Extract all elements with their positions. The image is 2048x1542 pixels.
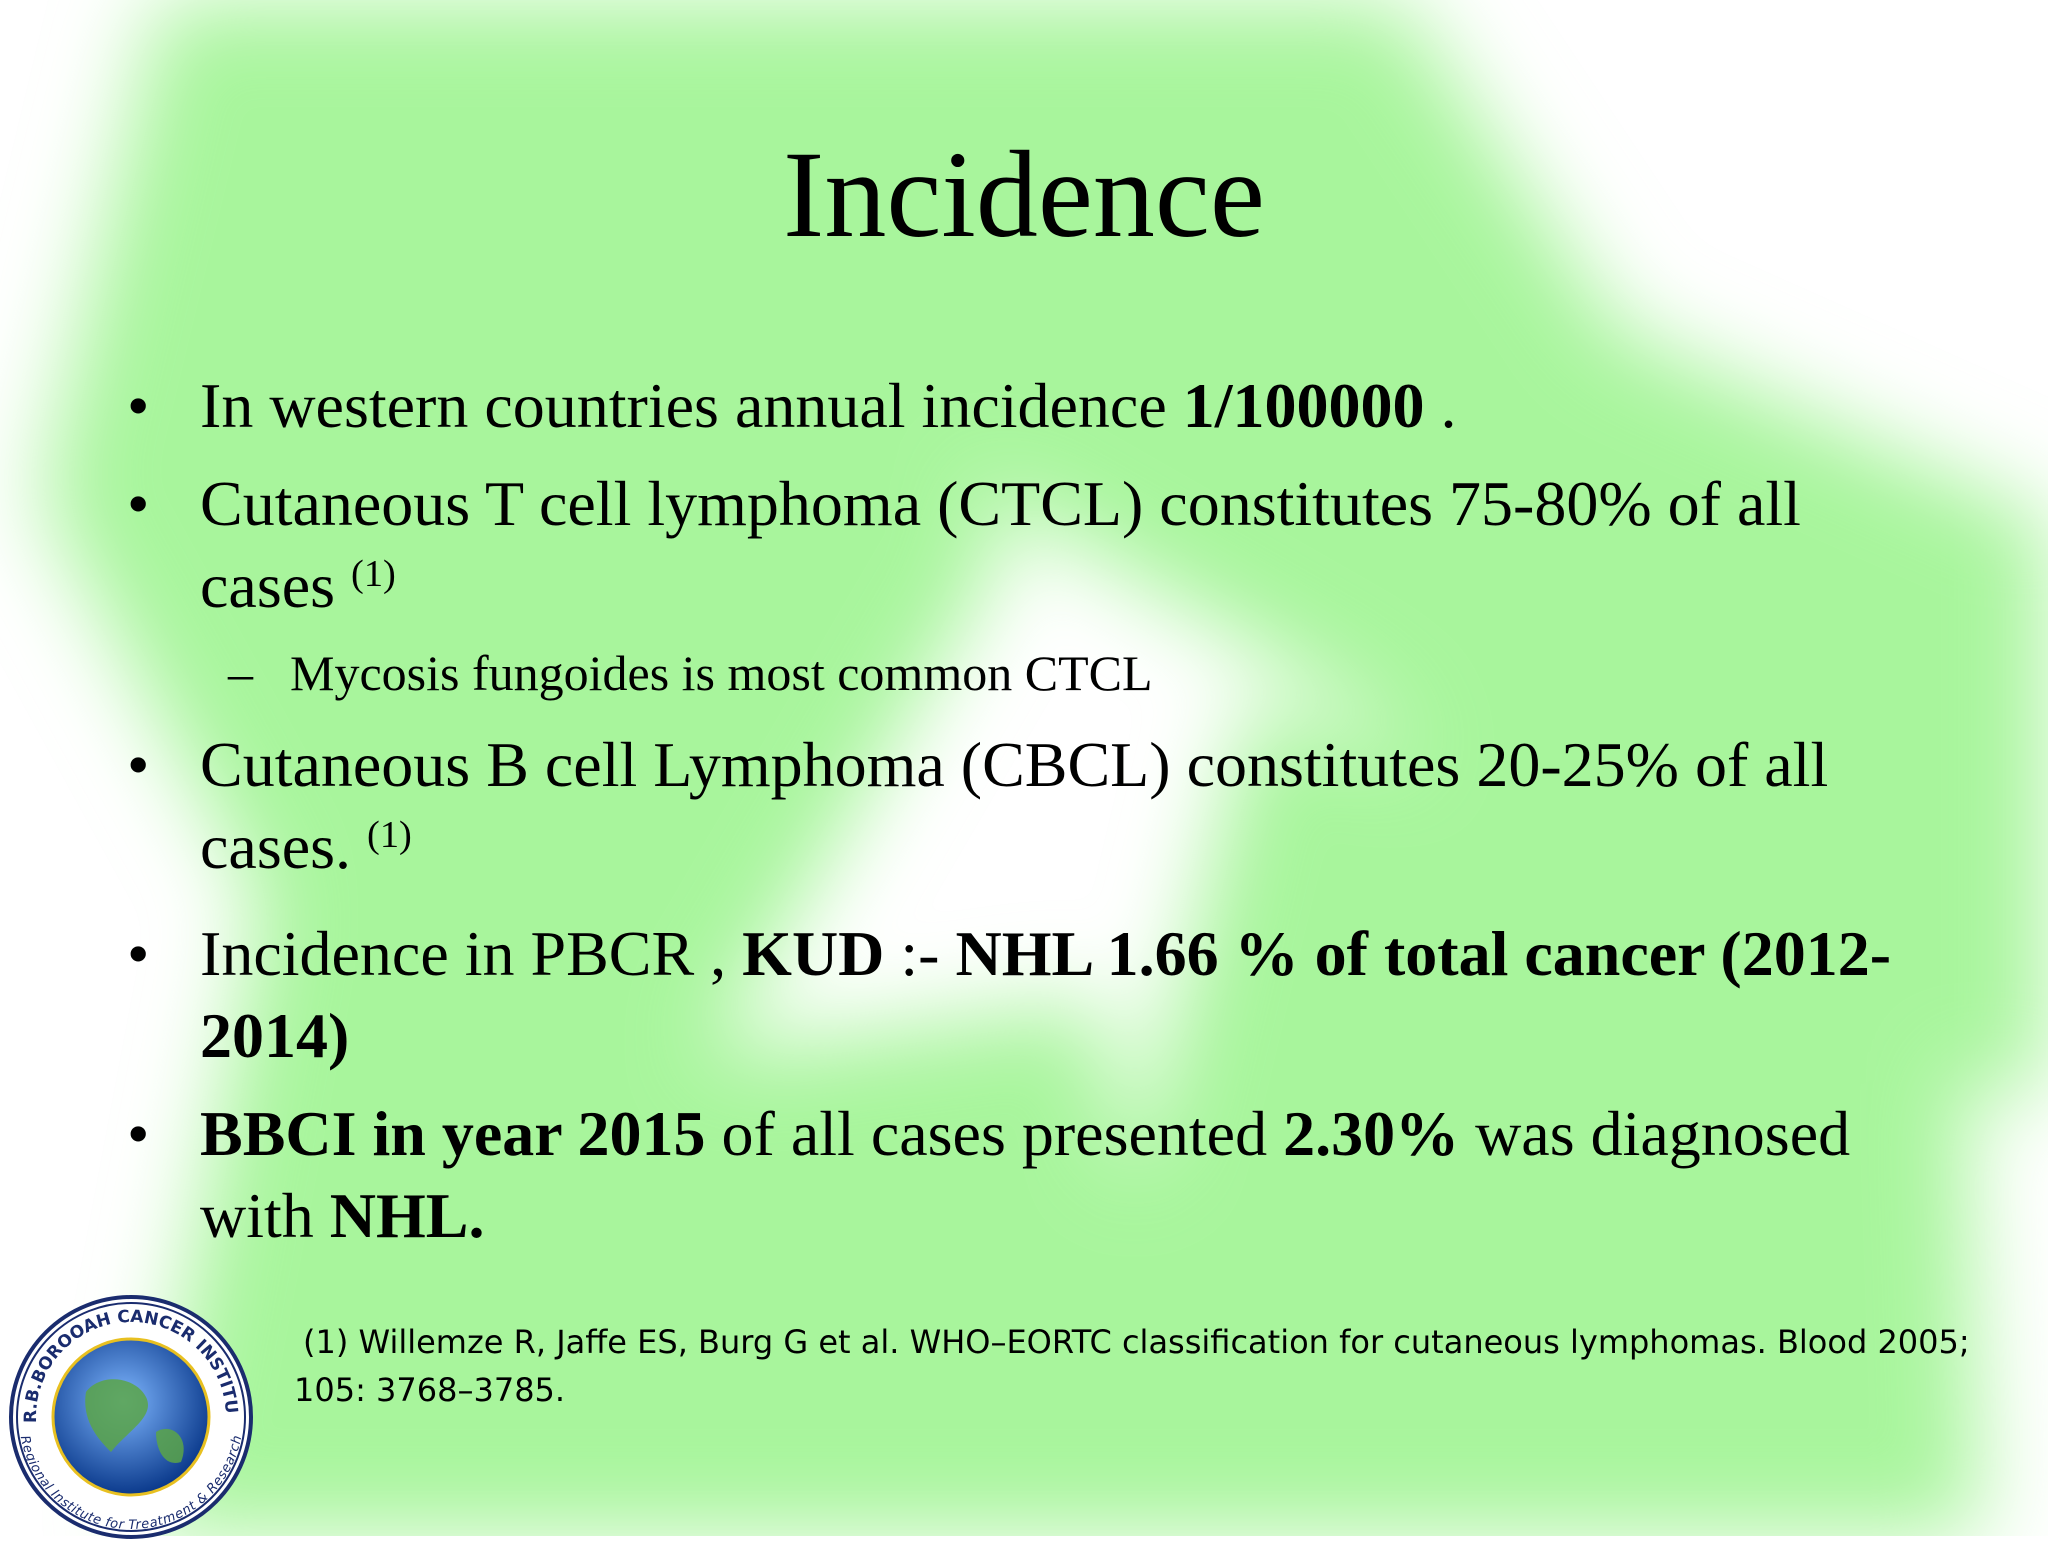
text-run: In western countries annual incidence <box>200 370 1183 441</box>
text-run: NHL 1.66 % of total cancer (2012-2014) <box>200 918 1892 1071</box>
bullet-item: In western countries annual incidence 1/… <box>127 365 1940 447</box>
bullet-item: Cutaneous B cell Lymphoma (CBCL) constit… <box>127 724 1940 897</box>
text-run: KUD <box>742 918 885 989</box>
bullet-item: Incidence in PBCR , KUD :- NHL 1.66 % of… <box>127 913 1940 1077</box>
logo: DR.B.BOROOAH CANCER INSTITUTE Regional I… <box>6 1292 253 1539</box>
footnote: (1) Willemze R, Jaffe ES, Burg G et al. … <box>294 1323 1970 1409</box>
text-run: . <box>1424 370 1457 441</box>
text-run: Mycosis fungoides is most common CTCL <box>290 645 1153 701</box>
bullet-item: Cutaneous T cell lymphoma (CTCL) constit… <box>127 463 1940 708</box>
text-run: Cutaneous B cell Lymphoma (CBCL) constit… <box>200 729 1829 882</box>
superscript: (1) <box>367 813 412 856</box>
text-run: 2.30% <box>1283 1098 1460 1169</box>
text-run: BBCI in year 2015 <box>200 1098 706 1169</box>
text-run: NHL. <box>329 1180 485 1251</box>
superscript: (1) <box>351 552 396 595</box>
text-run: Incidence in PBCR , <box>200 918 743 989</box>
sub-list: Mycosis fungoides is most common CTCL <box>200 638 1940 708</box>
text-run: was diagnosed with <box>200 1098 1851 1251</box>
sub-bullet-item: Mycosis fungoides is most common CTCL <box>228 638 1940 708</box>
text-run: :- <box>884 918 956 989</box>
text-run: of all cases presented <box>705 1098 1284 1169</box>
bullet-list: In western countries annual incidence 1/… <box>127 365 1940 1273</box>
slide-title: Incidence <box>783 126 1265 263</box>
text-run: 1/100000 <box>1182 370 1425 441</box>
text-run: Cutaneous T cell lymphoma (CTCL) constit… <box>200 468 1801 621</box>
bullet-item: BBCI in year 2015 of all cases presented… <box>127 1093 1940 1257</box>
